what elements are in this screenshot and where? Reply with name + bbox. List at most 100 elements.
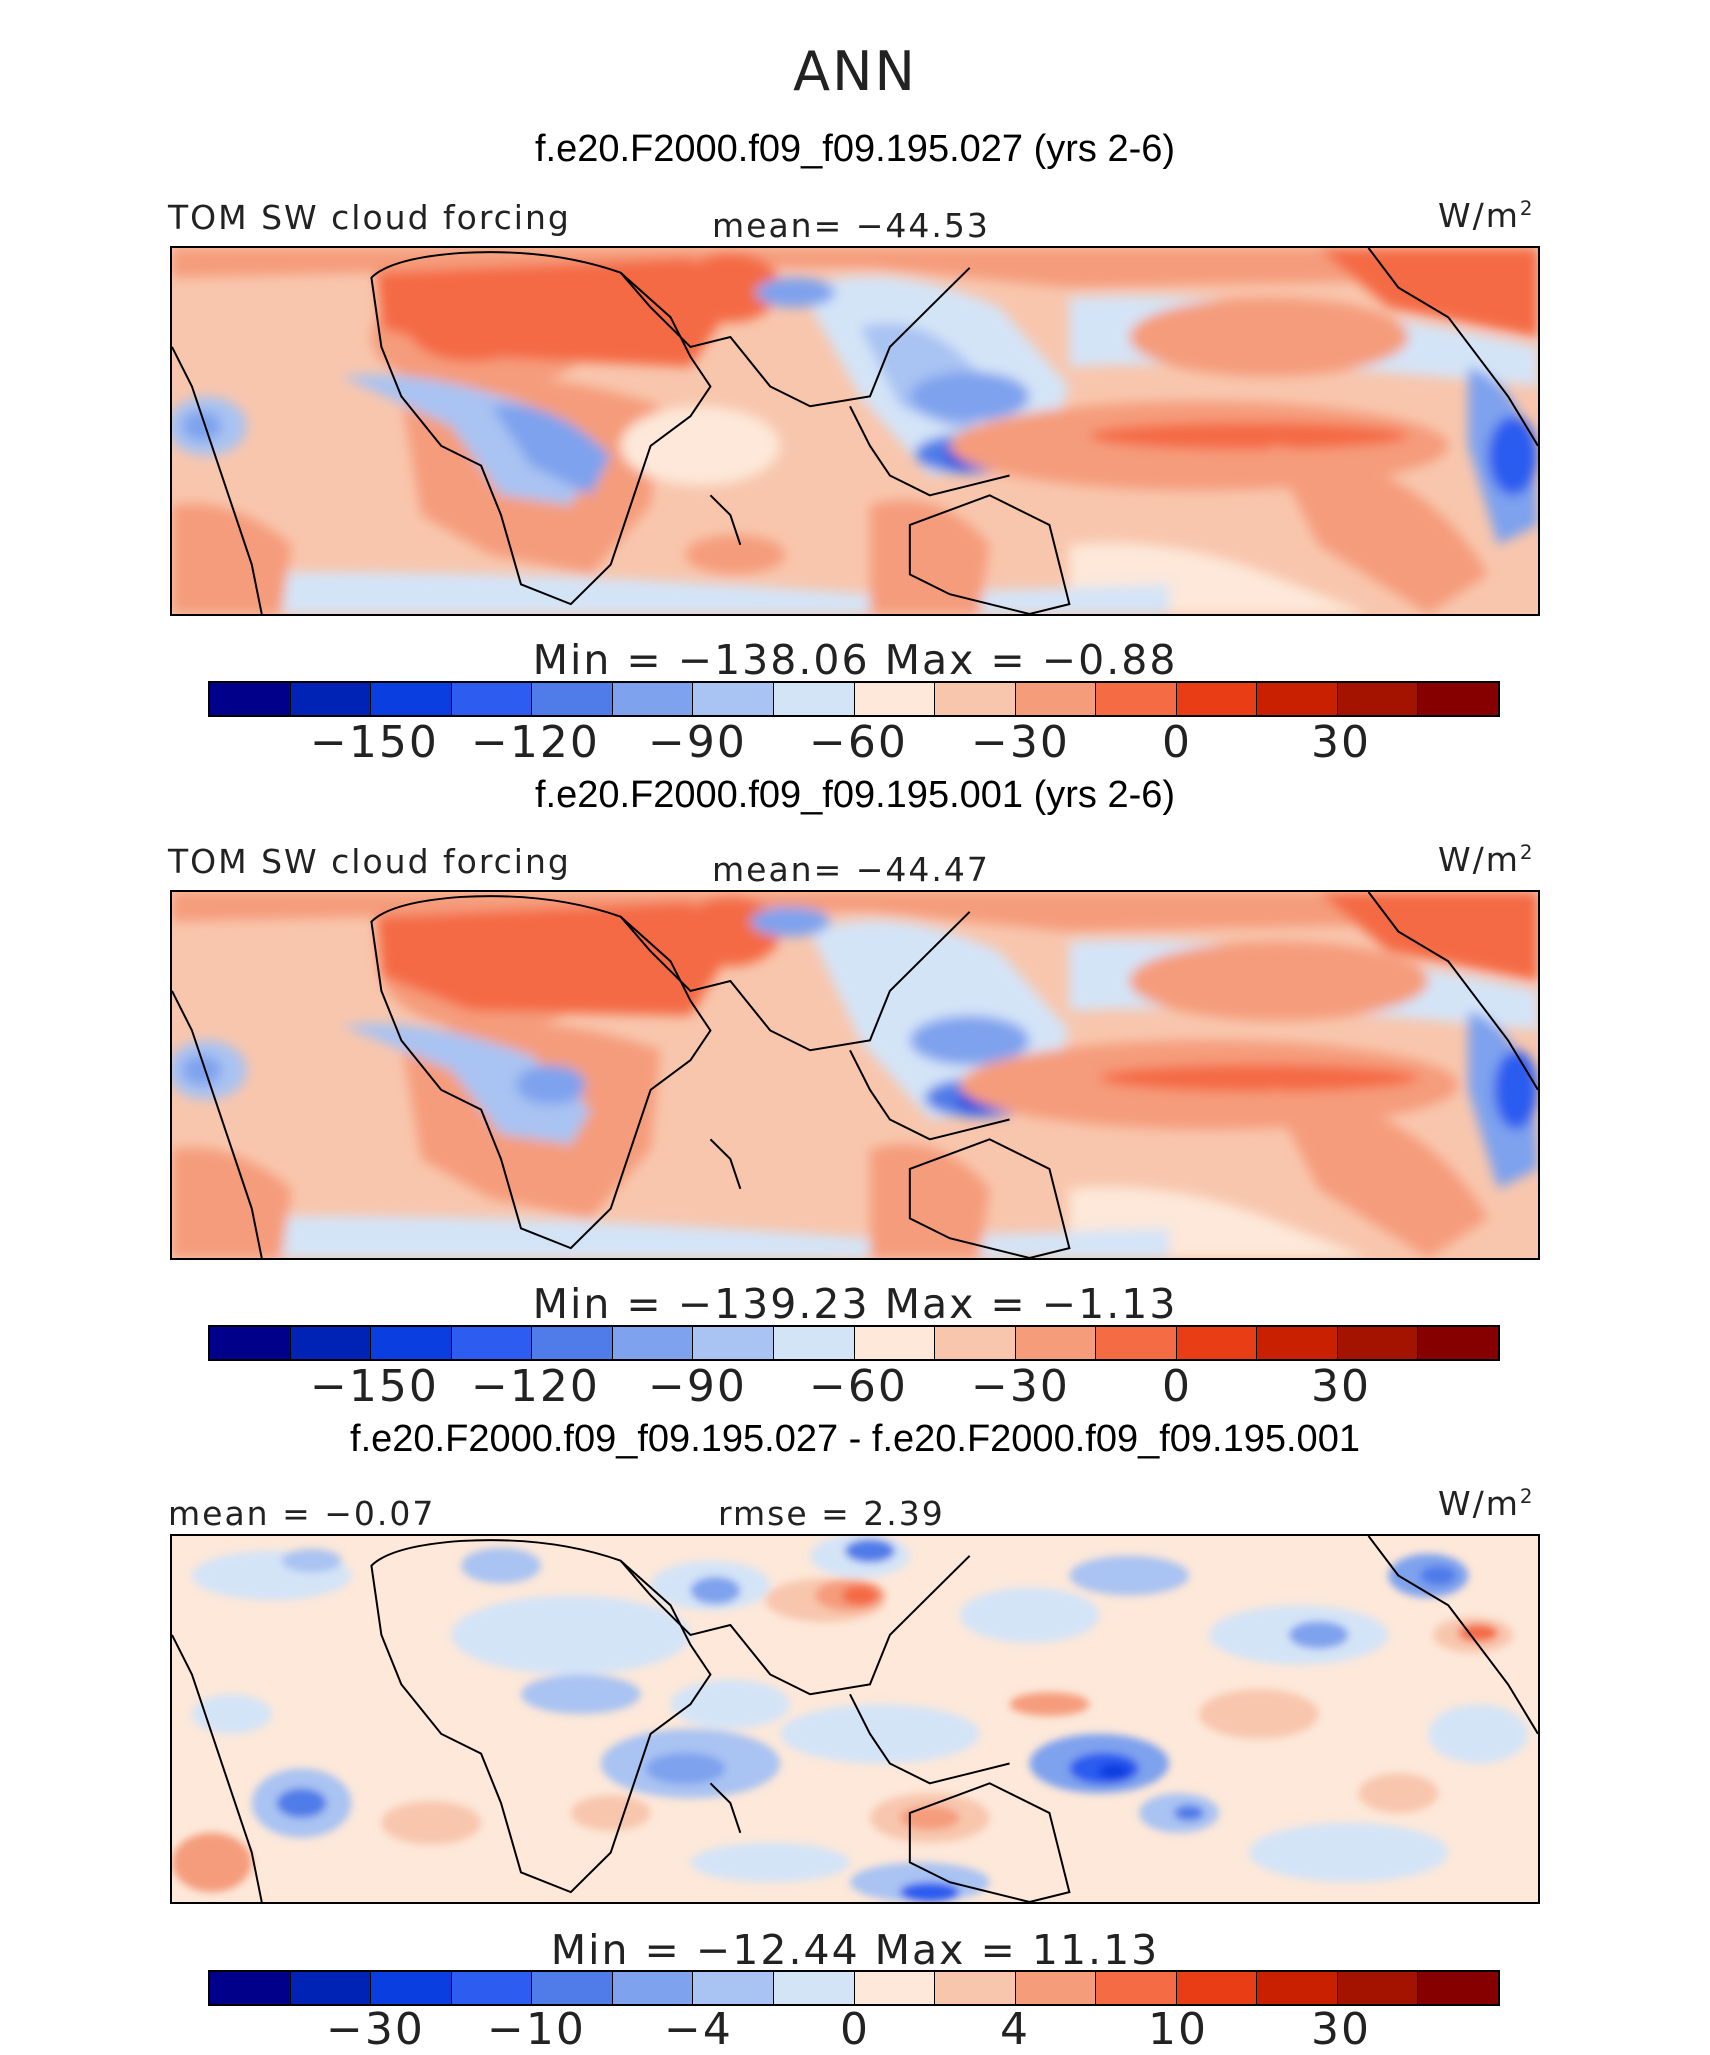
colorbar-tick-label: 30: [1311, 717, 1371, 768]
panel-2-colorbar: [208, 1325, 1500, 1361]
colorbar-swatch: [935, 683, 1016, 715]
panel-3-colorbar: [208, 1970, 1500, 2006]
map-field-icon: [172, 892, 1538, 1258]
colorbar-tick-label: −90: [648, 717, 747, 768]
colorbar-tick-label: −30: [971, 1361, 1070, 1412]
coastline-icon: [172, 892, 1538, 1258]
colorbar-swatch: [1015, 1972, 1097, 2004]
panel-3-rmse-label: rmse = 2.39: [718, 1494, 945, 1533]
figure-title: ANN: [793, 40, 917, 103]
colorbar-tick-label: −60: [809, 717, 908, 768]
colorbar-tick-label: 0: [840, 2004, 870, 2055]
colorbar-tick-label: 30: [1311, 1361, 1371, 1412]
units-exponent: 2: [1519, 841, 1535, 864]
colorbar-swatch: [773, 1327, 855, 1359]
colorbar-swatch: [612, 1972, 694, 2004]
units-text: W/m: [1438, 196, 1520, 235]
panel-3-units-label: W/m2: [1438, 1484, 1535, 1523]
colorbar-swatch: [1257, 1327, 1338, 1359]
colorbar-swatch: [773, 1972, 855, 2004]
colorbar-swatch: [612, 683, 694, 715]
colorbar-tick-label: 10: [1148, 2004, 1208, 2055]
colorbar-tick-label: 0: [1162, 1361, 1192, 1412]
coastline-icon: [172, 1536, 1538, 1902]
panel-1-min-max: Min = −138.06 Max = −0.88: [532, 636, 1178, 684]
colorbar-swatch: [693, 1327, 774, 1359]
colorbar-tick-label: 4: [1000, 2004, 1030, 2055]
colorbar-swatch: [773, 683, 855, 715]
colorbar-tick-label: −60: [809, 1361, 908, 1412]
colorbar-swatch: [451, 1327, 533, 1359]
colorbar-swatch: [371, 1327, 452, 1359]
panel-1-map: [170, 246, 1540, 616]
panel-1-mean-label: mean= −44.53: [712, 206, 990, 245]
colorbar-swatch: [1418, 683, 1498, 715]
colorbar-tick-label: −120: [471, 717, 600, 768]
colorbar-swatch: [854, 683, 936, 715]
colorbar-swatch: [612, 1327, 694, 1359]
colorbar-swatch: [854, 1972, 936, 2004]
colorbar-tick-label: −4: [664, 2004, 733, 2055]
panel-1-units-label: W/m2: [1438, 196, 1535, 235]
panel-1-case-title: f.e20.F2000.f09_f09.195.027 (yrs 2-6): [534, 128, 1176, 170]
colorbar-swatch: [1337, 1972, 1419, 2004]
panel-1-colorbar: [208, 681, 1500, 717]
colorbar-swatch: [1096, 1972, 1177, 2004]
colorbar-swatch: [290, 1327, 372, 1359]
units-text: W/m: [1438, 840, 1520, 879]
colorbar-swatch: [210, 1972, 291, 2004]
panel-3-mean-label: mean = −0.07: [168, 1494, 436, 1533]
colorbar-tick-label: 30: [1311, 2004, 1371, 2055]
colorbar-tick-label: −150: [310, 717, 439, 768]
colorbar-swatch: [1257, 683, 1338, 715]
map-field-icon: [172, 248, 1538, 614]
colorbar-swatch: [1015, 1327, 1097, 1359]
colorbar-swatch: [1337, 683, 1419, 715]
panel-2-min-max: Min = −139.23 Max = −1.13: [532, 1280, 1178, 1328]
colorbar-swatch: [854, 1327, 936, 1359]
panel-2-units-label: W/m2: [1438, 840, 1535, 879]
colorbar-swatch: [532, 1972, 613, 2004]
panel-2-map: [170, 890, 1540, 1260]
panel-2-variable-label: TOM SW cloud forcing: [168, 842, 571, 881]
panel-1-variable-label: TOM SW cloud forcing: [168, 198, 571, 237]
colorbar-tick-label: 0: [1162, 717, 1192, 768]
colorbar-swatch: [1418, 1327, 1498, 1359]
colorbar-swatch: [371, 683, 452, 715]
colorbar-swatch: [532, 683, 613, 715]
colorbar-swatch: [1015, 683, 1097, 715]
units-text: W/m: [1438, 1484, 1520, 1523]
colorbar-swatch: [1257, 1972, 1338, 2004]
colorbar-swatch: [532, 1327, 613, 1359]
colorbar-tick-label: −30: [326, 2004, 425, 2055]
colorbar-swatch: [693, 683, 774, 715]
colorbar-swatch: [1096, 683, 1177, 715]
coastline-icon: [172, 248, 1538, 614]
colorbar-swatch: [1176, 1327, 1258, 1359]
colorbar-swatch: [935, 1972, 1016, 2004]
colorbar-swatch: [935, 1327, 1016, 1359]
units-exponent: 2: [1519, 197, 1535, 220]
panel-2-mean-label: mean= −44.47: [712, 850, 990, 889]
colorbar-swatch: [1176, 1972, 1258, 2004]
colorbar-swatch: [1337, 1327, 1419, 1359]
colorbar-swatch: [451, 683, 533, 715]
colorbar-tick-label: −30: [971, 717, 1070, 768]
panel-2-case-title: f.e20.F2000.f09_f09.195.001 (yrs 2-6): [534, 774, 1176, 816]
panel-3-map: [170, 1534, 1540, 1904]
colorbar-swatch: [290, 1972, 372, 2004]
colorbar-swatch: [371, 1972, 452, 2004]
colorbar-swatch: [1418, 1972, 1498, 2004]
panel-3-min-max: Min = −12.44 Max = 11.13: [550, 1926, 1160, 1974]
colorbar-swatch: [210, 683, 291, 715]
panel-3-case-title: f.e20.F2000.f09_f09.195.027 - f.e20.F200…: [350, 1418, 1360, 1460]
colorbar-swatch: [290, 683, 372, 715]
map-difference-icon: [172, 1536, 1538, 1902]
colorbar-tick-label: −120: [471, 1361, 600, 1412]
units-exponent: 2: [1519, 1485, 1535, 1508]
colorbar-tick-label: −150: [310, 1361, 439, 1412]
colorbar-swatch: [210, 1327, 291, 1359]
colorbar-swatch: [451, 1972, 533, 2004]
colorbar-swatch: [693, 1972, 774, 2004]
